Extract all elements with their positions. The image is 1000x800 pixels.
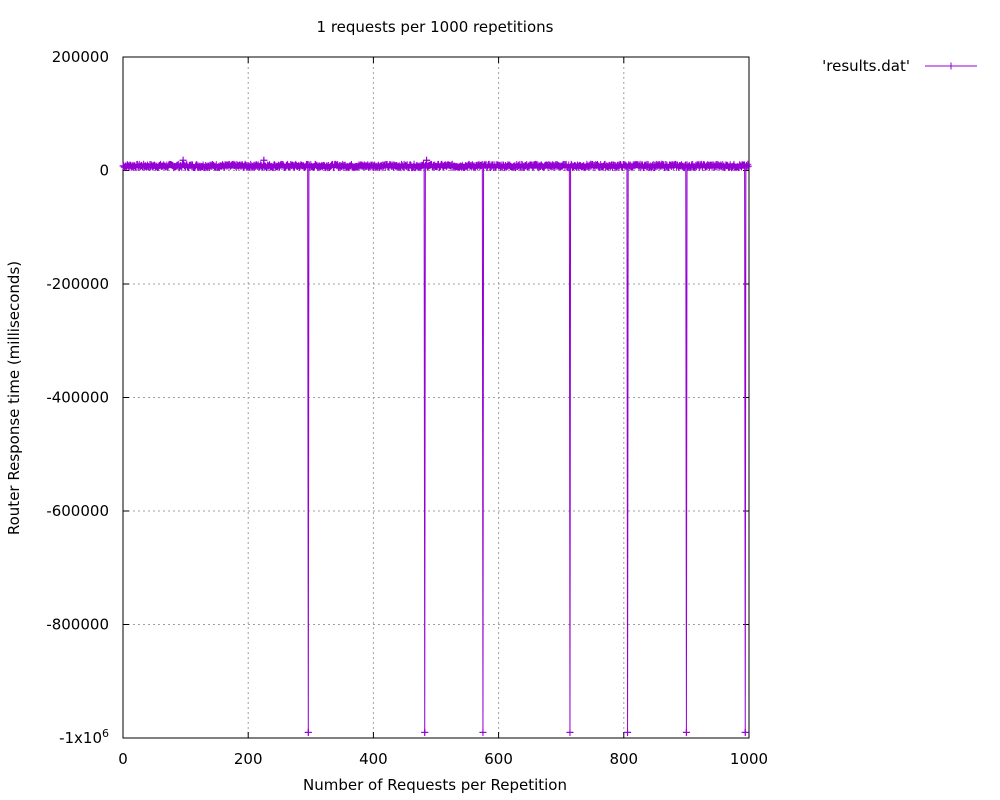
x-tick-label: 600 <box>484 750 513 768</box>
spike-point <box>566 728 574 736</box>
plot-frame <box>122 56 750 739</box>
y-tick-label: 0 <box>99 162 109 180</box>
y-tick-label: -600000 <box>46 502 109 520</box>
x-tick-label: 0 <box>118 750 128 768</box>
tick-labels: 0 200 400 600 800 1000 200000 0 -200000 -400000 -6… <box>46 48 768 768</box>
y-tick-label: -800000 <box>46 616 109 634</box>
y-tick-label: -400000 <box>46 389 109 407</box>
x-tick-label: 400 <box>359 750 388 768</box>
x-tick-label: 200 <box>234 750 263 768</box>
outlier-point <box>260 156 268 164</box>
spike-point <box>304 728 312 736</box>
spike-point <box>741 728 749 736</box>
spike-point <box>421 728 429 736</box>
x-tick-label: 800 <box>609 750 638 768</box>
series-markers <box>119 156 752 736</box>
x-tick-label: 1000 <box>730 750 768 768</box>
outlier-point <box>179 156 187 164</box>
y-tick-label: -1x106 <box>59 727 109 747</box>
legend-entry-label: 'results.dat' <box>822 57 910 75</box>
x-axis-label: Number of Requests per Repetition <box>303 776 567 794</box>
y-axis-label: Router Response time (milliseconds) <box>5 261 23 535</box>
series-layer <box>119 156 752 736</box>
axis-ticks <box>122 56 750 739</box>
y-tick-label: 200000 <box>52 48 109 66</box>
y-tick-label: -200000 <box>46 275 109 293</box>
chart-title: 1 requests per 1000 repetitions <box>317 18 554 36</box>
spike-point <box>624 728 632 736</box>
outlier-point <box>423 156 431 164</box>
series-line <box>122 159 749 733</box>
spike-point <box>682 728 690 736</box>
legend: 'results.dat' <box>822 57 977 75</box>
legend-entry-marker <box>947 62 955 70</box>
spike-point <box>479 728 487 736</box>
grid-lines <box>123 57 749 738</box>
